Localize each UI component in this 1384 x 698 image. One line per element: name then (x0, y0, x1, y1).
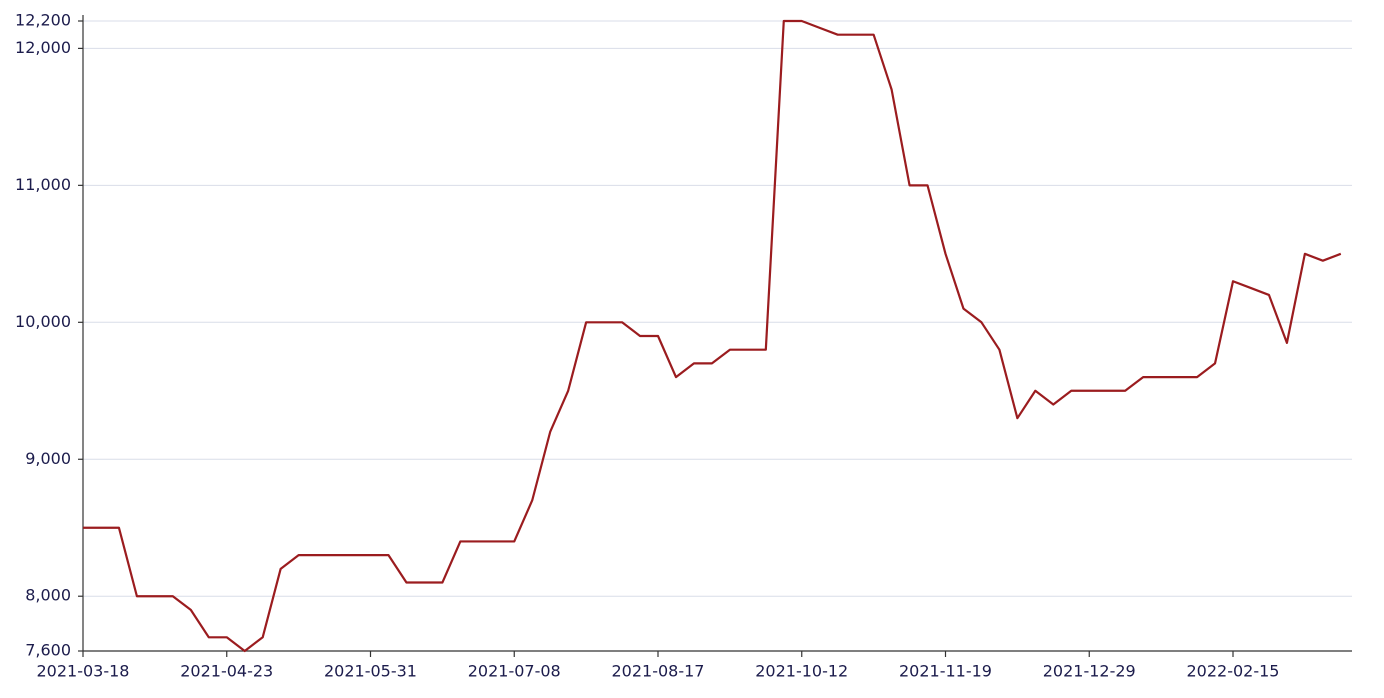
price-line (83, 19, 1342, 653)
y-tick-label: 11,000 (15, 175, 71, 194)
y-tick-label: 7,600 (25, 641, 71, 660)
y-tick-label: 12,000 (15, 38, 71, 57)
y-tick-label: 9,000 (25, 449, 71, 468)
x-tick-label: 2021-04-23 (180, 662, 273, 681)
x-tick-label: 2021-08-17 (612, 662, 705, 681)
x-tick-label: 2021-12-29 (1043, 662, 1136, 681)
y-tick-label: 12,200 (15, 11, 71, 30)
x-tick-label: 2021-10-12 (755, 662, 848, 681)
x-tick-label: 2021-07-08 (468, 662, 561, 681)
x-tick-label: 2021-11-19 (899, 662, 992, 681)
x-tick-label: 2021-03-18 (37, 662, 130, 681)
x-tick-label: 2022-02-15 (1187, 662, 1280, 681)
x-tick-label: 2021-05-31 (324, 662, 417, 681)
y-tick-label: 10,000 (15, 312, 71, 331)
y-tick-label: 8,000 (25, 586, 71, 605)
